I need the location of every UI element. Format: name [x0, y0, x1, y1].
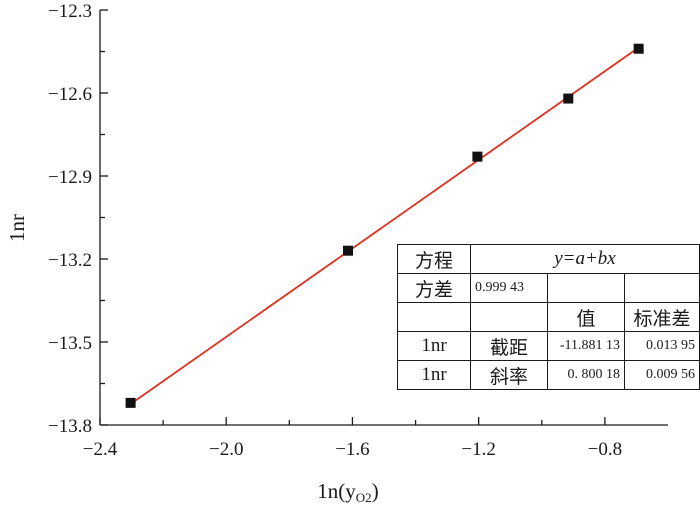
table-cell: 斜率 [470, 360, 548, 390]
y-tick-label: −12.9 [48, 167, 92, 188]
table-cell [624, 273, 700, 303]
x-tick-label: −1.6 [335, 439, 369, 460]
x-tick-label: −1.2 [461, 439, 495, 460]
x-tick-label: −0.8 [588, 439, 622, 460]
table-cell [470, 302, 548, 332]
y-tick-label: −12.3 [48, 1, 92, 22]
x-tick-label: −2.0 [209, 439, 243, 460]
data-point [343, 245, 354, 256]
y-axis-title: 1nr [5, 214, 29, 242]
table-row: 值 标准差 [397, 302, 700, 332]
table-cell [397, 302, 471, 332]
table-cell: 1nr [397, 331, 471, 361]
table-cell: y=a+bx [470, 244, 700, 274]
data-point [563, 93, 574, 104]
data-point [125, 397, 136, 408]
table-row: 方差 0.999 43 [397, 273, 700, 303]
y-tick-label: −12.6 [48, 84, 92, 105]
table-cell: 方差 [397, 273, 471, 303]
table-row: 方程 y=a+bx [397, 244, 700, 274]
x-ticks: −2.4 −2.0 −1.6 −1.2 −0.8 [83, 417, 622, 460]
table-cell: 0.999 43 [470, 273, 548, 303]
y-tick-label: −13.8 [48, 416, 92, 437]
table-cell: -11.881 13 [547, 331, 625, 361]
table-cell: 方程 [397, 244, 471, 274]
table-cell: 值 [547, 302, 625, 332]
table-cell [547, 273, 625, 303]
table-cell: 1nr [397, 360, 471, 390]
data-point [472, 151, 483, 162]
table-cell: 0. 800 18 [547, 360, 625, 390]
y-ticks: −13.8 −13.5 −13.2 −12.9 −12.6 −12.3 [48, 1, 108, 437]
data-points [125, 43, 644, 408]
x-axis-title: 1n(yO2) [317, 479, 378, 505]
table-cell: 标准差 [624, 302, 700, 332]
table-row: 1nr 截距 -11.881 13 0.013 95 [397, 331, 700, 361]
fit-line [130, 46, 640, 405]
x-tick-label: −2.4 [83, 439, 118, 460]
y-tick-label: −13.2 [48, 250, 92, 271]
table-cell: 截距 [470, 331, 548, 361]
fit-results-table: 方程 y=a+bx 方差 0.999 43 值 标准差 1nr 截距 -11.8… [397, 244, 700, 390]
table-cell: 0.013 95 [624, 331, 700, 361]
data-point [633, 43, 644, 54]
table-row: 1nr 斜率 0. 800 18 0.009 56 [397, 360, 700, 390]
table-cell: 0.009 56 [624, 360, 700, 390]
y-tick-label: −13.5 [48, 333, 92, 354]
